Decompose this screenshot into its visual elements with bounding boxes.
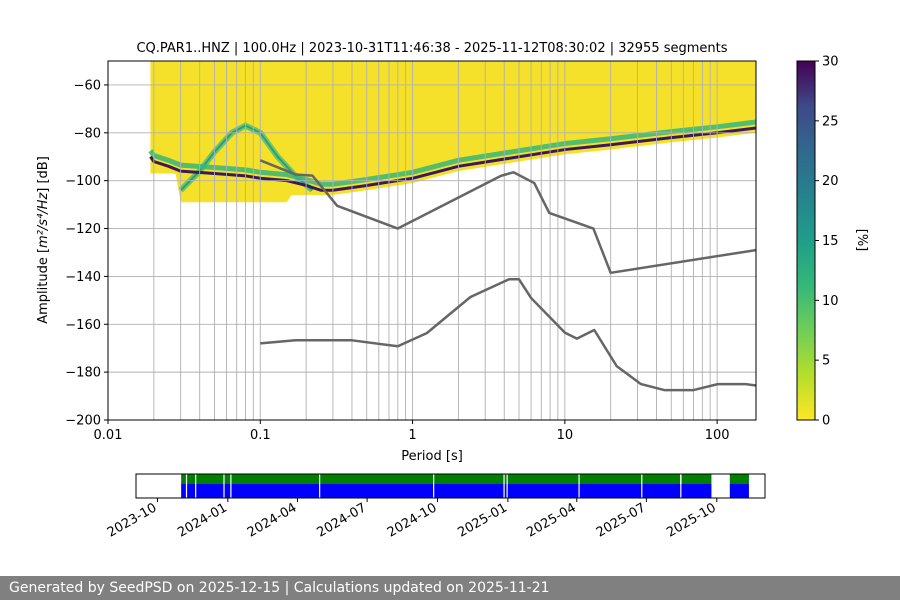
coverage-bar-green xyxy=(681,474,712,484)
y-axis-label-units: m²/s⁴/Hz xyxy=(36,192,51,248)
coverage-bar-green xyxy=(729,474,749,484)
timeline-tick-label: 2025-01 xyxy=(455,500,510,540)
colorbar-tick-label: 0 xyxy=(822,414,830,429)
heatmap-ridge-halo xyxy=(148,119,756,187)
x-tick-label: 0.1 xyxy=(250,428,271,443)
y-tick-label: −120 xyxy=(65,222,101,237)
plot-frame xyxy=(107,60,757,421)
y-tick-label: −180 xyxy=(65,366,101,381)
noise-model-lines xyxy=(259,159,756,392)
chart-title: CQ.PAR1..HNZ | 100.0Hz | 2023-10-31T11:4… xyxy=(136,41,727,56)
y-tick-label: −60 xyxy=(74,78,101,93)
colorbar: 0 5 10 15 20 25 30 [%] xyxy=(796,55,869,429)
psd-plot: 0.01 0.1 1 10 100 −60 −80 −100 −120 −140 −160 −180… xyxy=(65,60,757,443)
heatmap-ridge-core xyxy=(149,126,756,192)
y-axis: −60 −80 −100 −120 −140 −160 −180 −200 xyxy=(65,78,108,429)
colorbar-tick-label: 30 xyxy=(822,55,839,70)
timeline-axis: 2023-10 2024-01 2024-04 2024-07 2024-10 2025-… xyxy=(105,498,719,541)
colorbar-gradient xyxy=(796,60,816,421)
y-axis-label-suffix: ] [dB] xyxy=(36,156,51,193)
colorbar-tick-label: 10 xyxy=(822,294,839,309)
timeline-frame xyxy=(135,473,766,499)
colorbar-label: [%] xyxy=(854,229,869,252)
timeline-tick-label: 2023-10 xyxy=(105,500,160,540)
x-axis-label: Period [s] xyxy=(401,449,463,464)
y-tick-label: −160 xyxy=(65,318,101,333)
availability-timeline: 2023-10 2024-01 2024-04 2024-07 2024-10 2025-… xyxy=(105,473,766,541)
colorbar-tick-label: 5 xyxy=(822,354,830,369)
y-tick-label: −140 xyxy=(65,270,101,285)
timeline-tick-label: 2024-04 xyxy=(245,500,300,540)
y-tick-label: −100 xyxy=(65,174,101,189)
y-tick-label: −200 xyxy=(65,414,101,429)
x-tick-label: 0.01 xyxy=(94,428,123,443)
y-axis-label-prefix: Amplitude [ xyxy=(36,248,51,324)
timeline-tick-label: 2024-01 xyxy=(175,500,230,540)
timeline-tick-label: 2025-10 xyxy=(664,500,719,540)
x-tick-label: 1 xyxy=(408,428,416,443)
y-axis-label: Amplitude [m²/s⁴/Hz] [dB] xyxy=(36,156,51,324)
density-heatmap xyxy=(148,61,756,203)
footer-text: Generated by SeedPSD on 2025-12-15 | Cal… xyxy=(9,580,550,596)
new-high-noise-model-line xyxy=(259,159,756,275)
timeline-tick-label: 2025-07 xyxy=(594,500,649,540)
x-tick-label: 10 xyxy=(557,428,574,443)
x-axis: 0.01 0.1 1 10 100 xyxy=(94,420,730,443)
x-gridlines xyxy=(153,61,718,420)
timeline-tick-label: 2024-07 xyxy=(315,500,370,540)
colorbar-ticks: 0 5 10 15 20 25 30 xyxy=(815,55,839,429)
coverage-bar-blue xyxy=(181,484,712,498)
colorbar-tick-label: 25 xyxy=(822,114,839,129)
footer-banner: Generated by SeedPSD on 2025-12-15 | Cal… xyxy=(0,576,900,600)
heatmap-low-density-region xyxy=(150,61,756,203)
new-low-noise-model-line xyxy=(260,278,756,392)
coverage-bar-green xyxy=(181,474,681,484)
x-tick-label: 100 xyxy=(705,428,730,443)
colorbar-tick-label: 15 xyxy=(822,234,839,249)
colorbar-tick-label: 20 xyxy=(822,174,839,189)
timeline-bars xyxy=(181,474,749,498)
timeline-tick-label: 2025-04 xyxy=(524,500,579,540)
timeline-tick-label: 2024-10 xyxy=(385,500,440,540)
coverage-bar-blue xyxy=(729,484,749,498)
y-tick-label: −80 xyxy=(74,126,101,141)
